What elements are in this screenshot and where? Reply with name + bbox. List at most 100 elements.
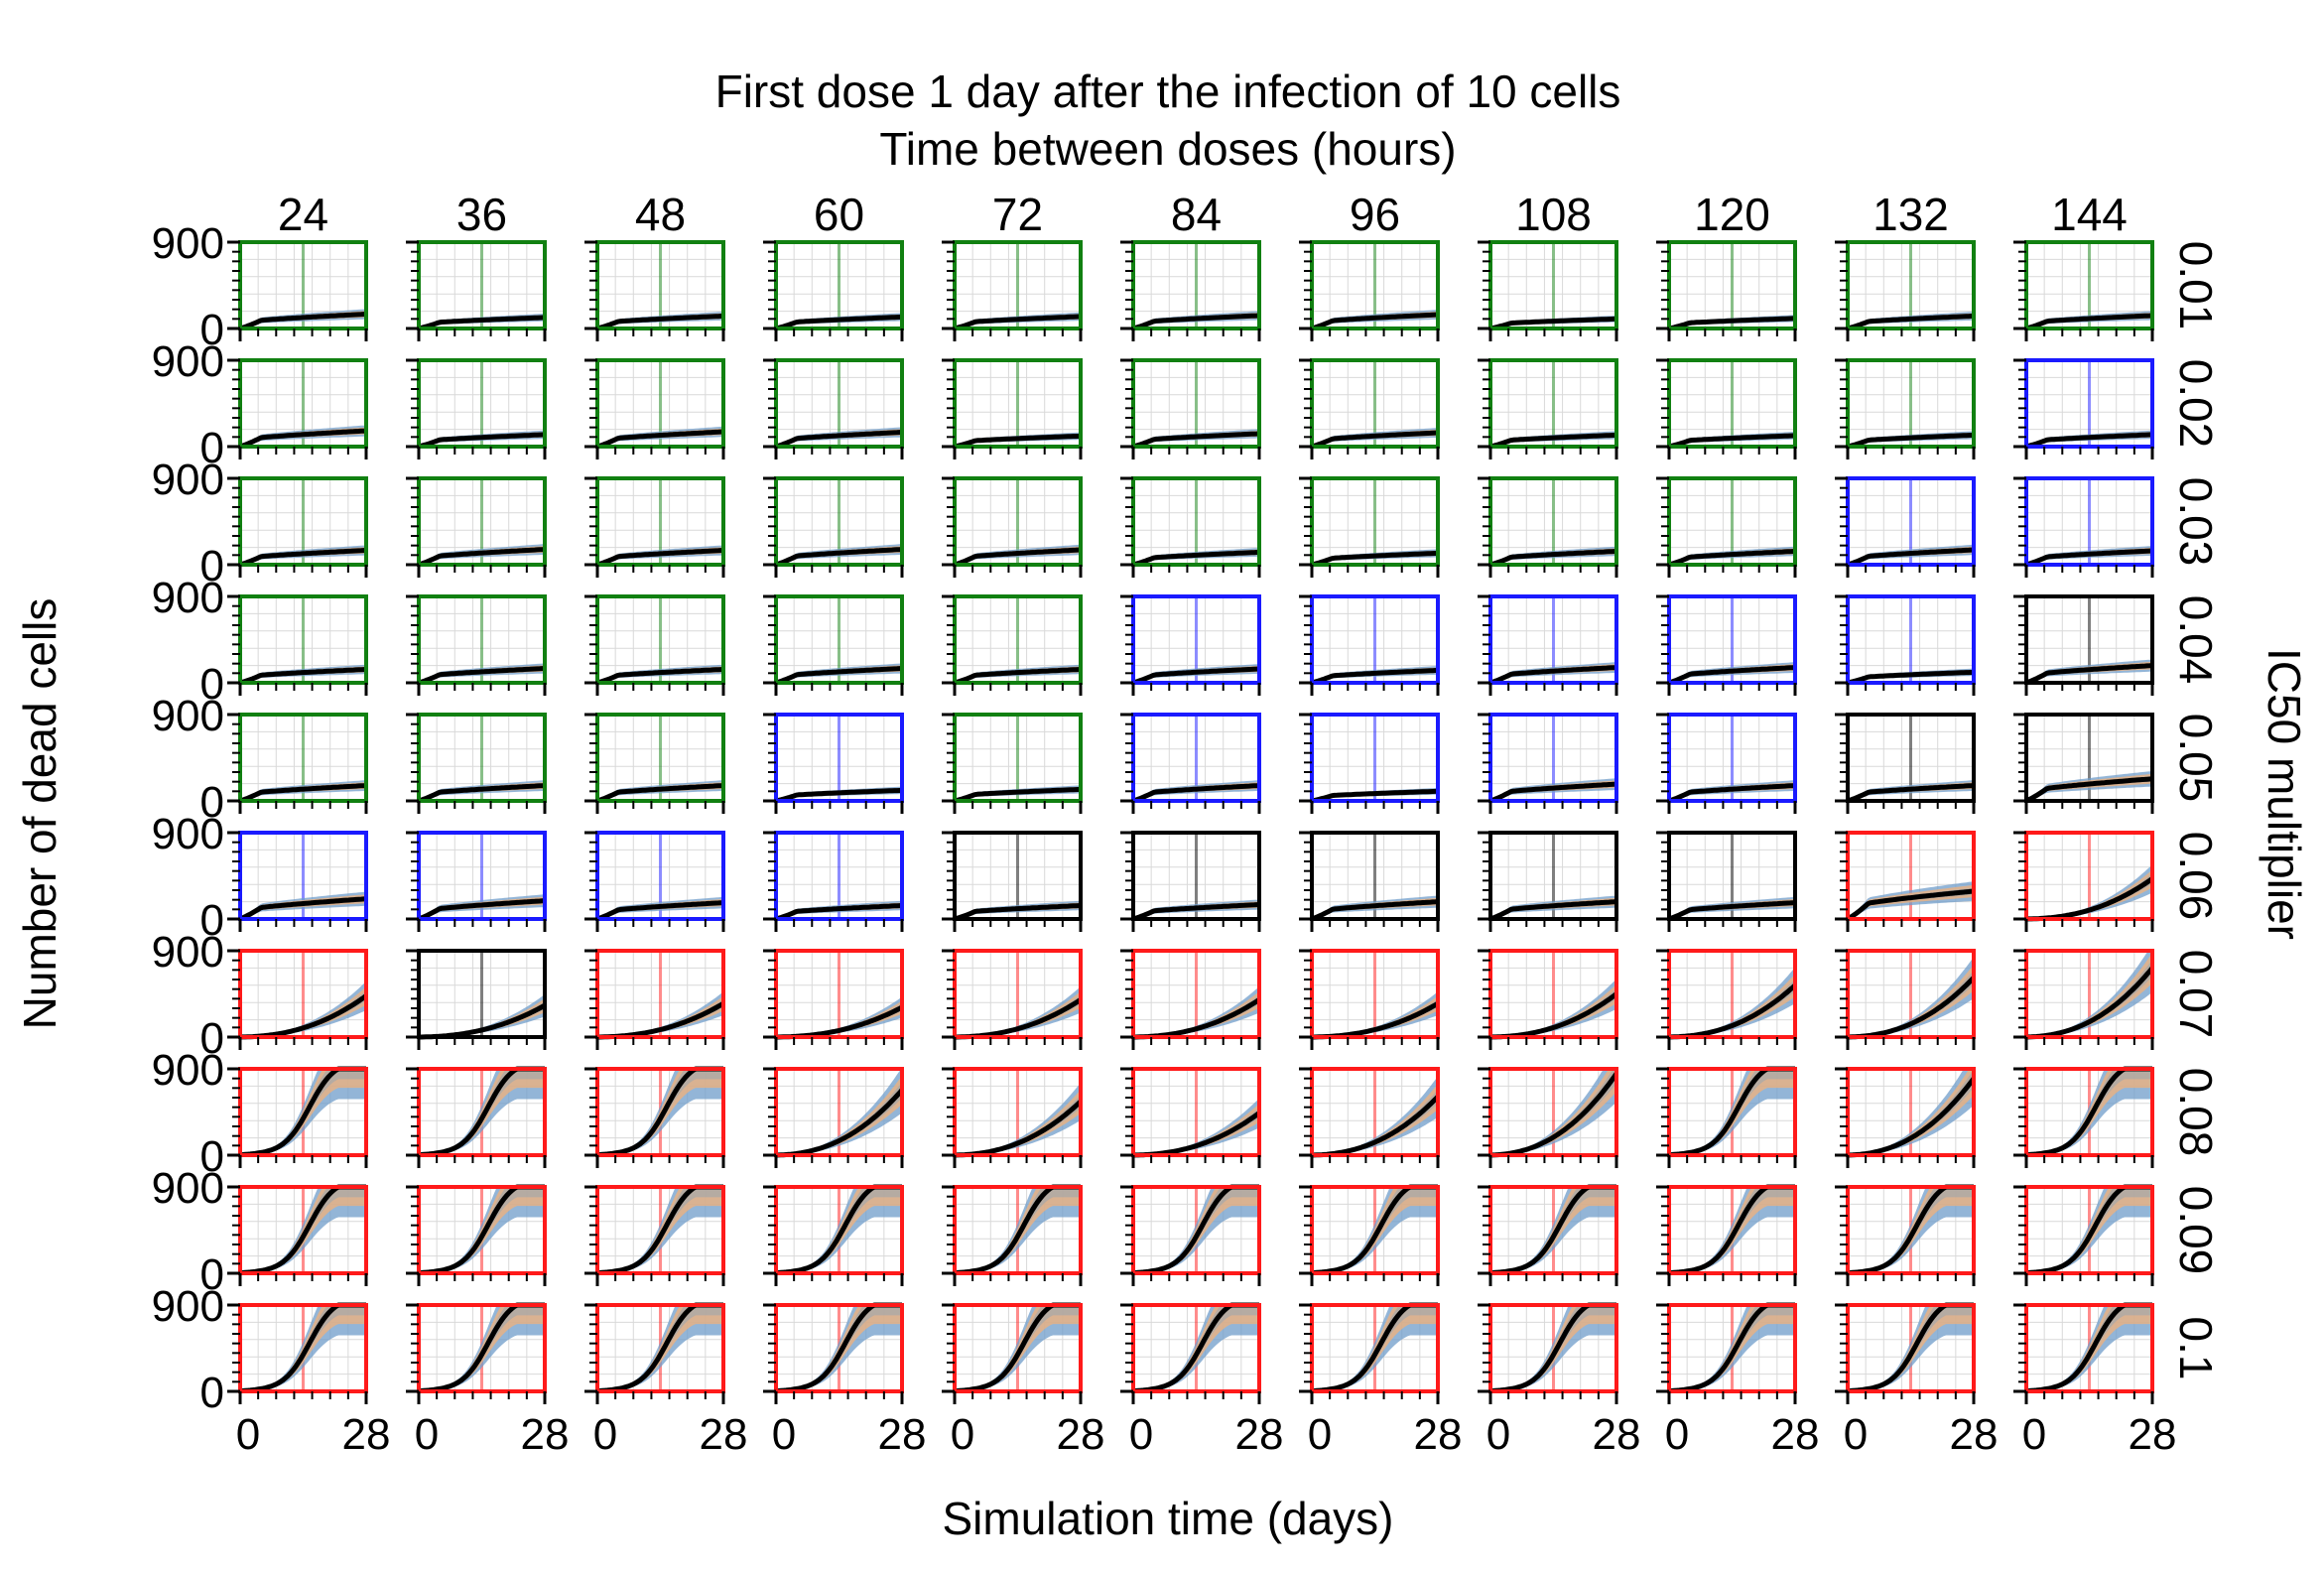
band-orange <box>1312 1187 1438 1273</box>
panel-frame <box>1131 358 1261 449</box>
panel-84h-0.08 <box>1120 1067 1261 1168</box>
x-tick-label-min: 0 <box>415 1410 439 1459</box>
panel-frame <box>417 831 547 921</box>
x-tick-label-max: 28 <box>1771 1410 1820 1459</box>
figure-title-line1: First dose 1 day after the infection of … <box>715 65 1621 117</box>
panel-60h-0.04 <box>763 594 904 696</box>
panel-36h-0.01: 36 <box>406 189 547 341</box>
band-grey <box>2026 1187 2152 1273</box>
panel-72h-0.06 <box>942 831 1083 932</box>
panel-132h-0.05 <box>1835 713 1976 814</box>
median-line <box>1489 665 1617 686</box>
panel-frame <box>595 240 725 330</box>
panel-frame <box>774 358 904 449</box>
panel-frame <box>2024 1067 2154 1157</box>
median-line <box>1668 433 1796 450</box>
median-line <box>1132 549 1260 568</box>
panel-frame <box>238 240 368 330</box>
median-line <box>418 547 546 568</box>
panel-24h-0.05: 900 0 <box>152 692 368 827</box>
median-line <box>239 428 367 450</box>
panel-60h-0.08 <box>763 1067 904 1168</box>
panel-48h-0.02 <box>584 358 725 459</box>
panel-108h-0.08 <box>1478 1067 1619 1168</box>
panel-frame <box>238 949 368 1039</box>
panel-144h-0.03: 0.03 <box>2013 476 2222 578</box>
x-tick-label-max: 28 <box>1593 1410 1641 1459</box>
row-label-0.04: 0.04 <box>2170 595 2222 685</box>
panel-36h-0.04 <box>406 594 547 696</box>
band-orange <box>1848 1305 1974 1391</box>
band-orange <box>776 1305 902 1391</box>
panel-120h-0.08 <box>1656 1066 1797 1168</box>
band-grey <box>419 1187 545 1273</box>
band-orange <box>1133 1305 1259 1391</box>
band-grey <box>1133 1305 1259 1391</box>
panel-132h-0.01: 132 <box>1835 189 1976 341</box>
band-orange <box>1490 1187 1616 1273</box>
band-grey <box>597 1069 723 1155</box>
panel-frame <box>774 476 904 567</box>
y-tick-label-min: 0 <box>200 1132 224 1181</box>
panel-frame <box>238 358 368 449</box>
band-grey <box>955 1305 1081 1391</box>
panel-frame <box>1310 1303 1440 1393</box>
panel-132h-0.08 <box>1835 1067 1977 1168</box>
panel-96h-0.03 <box>1299 476 1440 578</box>
band-orange <box>1312 1305 1438 1391</box>
median-line <box>1846 888 1975 922</box>
band-orange <box>1669 1305 1795 1391</box>
y-tick-label-max: 900 <box>152 1164 224 1213</box>
median-line <box>1668 316 1795 331</box>
panel-frame <box>1846 949 1976 1039</box>
median-line <box>1489 781 1617 804</box>
panel-frame <box>595 594 725 685</box>
band-grey <box>240 1305 366 1391</box>
panel-frame <box>1846 1303 1976 1393</box>
row-axis-label: IC50 multiplier <box>2259 648 2310 940</box>
panel-24h-0.04: 900 0 <box>152 574 368 709</box>
panel-frame <box>1667 476 1797 567</box>
panel-144h-0.1: 0 28 0.1 <box>2013 1302 2222 1459</box>
column-header-144: 144 <box>2051 189 2128 240</box>
x-tick-label-min: 0 <box>236 1410 260 1459</box>
panel-frame <box>238 1067 368 1157</box>
band-grey <box>1848 1305 1974 1391</box>
panel-frame <box>417 1303 547 1393</box>
median-line <box>1489 1072 1619 1158</box>
panel-72h-0.08 <box>942 1067 1083 1168</box>
median-line <box>418 432 546 450</box>
band-orange <box>1848 1187 1974 1273</box>
panel-frame <box>238 713 368 803</box>
panel-frame <box>1310 240 1440 330</box>
panel-frame <box>238 1185 368 1275</box>
panel-frame <box>2024 713 2154 803</box>
y-tick-label-max: 900 <box>152 1282 224 1331</box>
panel-48h-0.05 <box>584 713 725 814</box>
panel-120h-0.05 <box>1656 713 1797 814</box>
y-tick-label-min: 0 <box>200 896 224 945</box>
x-tick-label-max: 28 <box>521 1410 570 1459</box>
band-grey <box>776 1187 902 1273</box>
median-line <box>1847 669 1975 686</box>
panel-frame <box>238 1303 368 1393</box>
y-axis-label: Number of dead cells <box>14 598 65 1030</box>
median-line <box>1847 783 1975 804</box>
panel-144h-0.08: 0.08 <box>2013 1066 2222 1168</box>
panel-120h-0.1: 0 28 <box>1656 1302 1820 1459</box>
y-tick-label-min: 0 <box>200 424 224 472</box>
y-tick-label-min: 0 <box>200 1250 224 1299</box>
band-orange <box>2026 1187 2152 1273</box>
band-grey <box>776 1305 902 1391</box>
panel-60h-0.1: 0 28 <box>763 1302 926 1459</box>
panel-frame <box>1131 1303 1261 1393</box>
median-line <box>2024 776 2153 804</box>
row-label-0.01: 0.01 <box>2170 241 2222 330</box>
row-label-0.06: 0.06 <box>2170 832 2222 921</box>
median-line <box>1132 313 1260 331</box>
median-line <box>775 666 903 686</box>
panel-frame <box>2024 1303 2154 1393</box>
panel-frame <box>953 713 1083 803</box>
median-line <box>954 786 1082 804</box>
